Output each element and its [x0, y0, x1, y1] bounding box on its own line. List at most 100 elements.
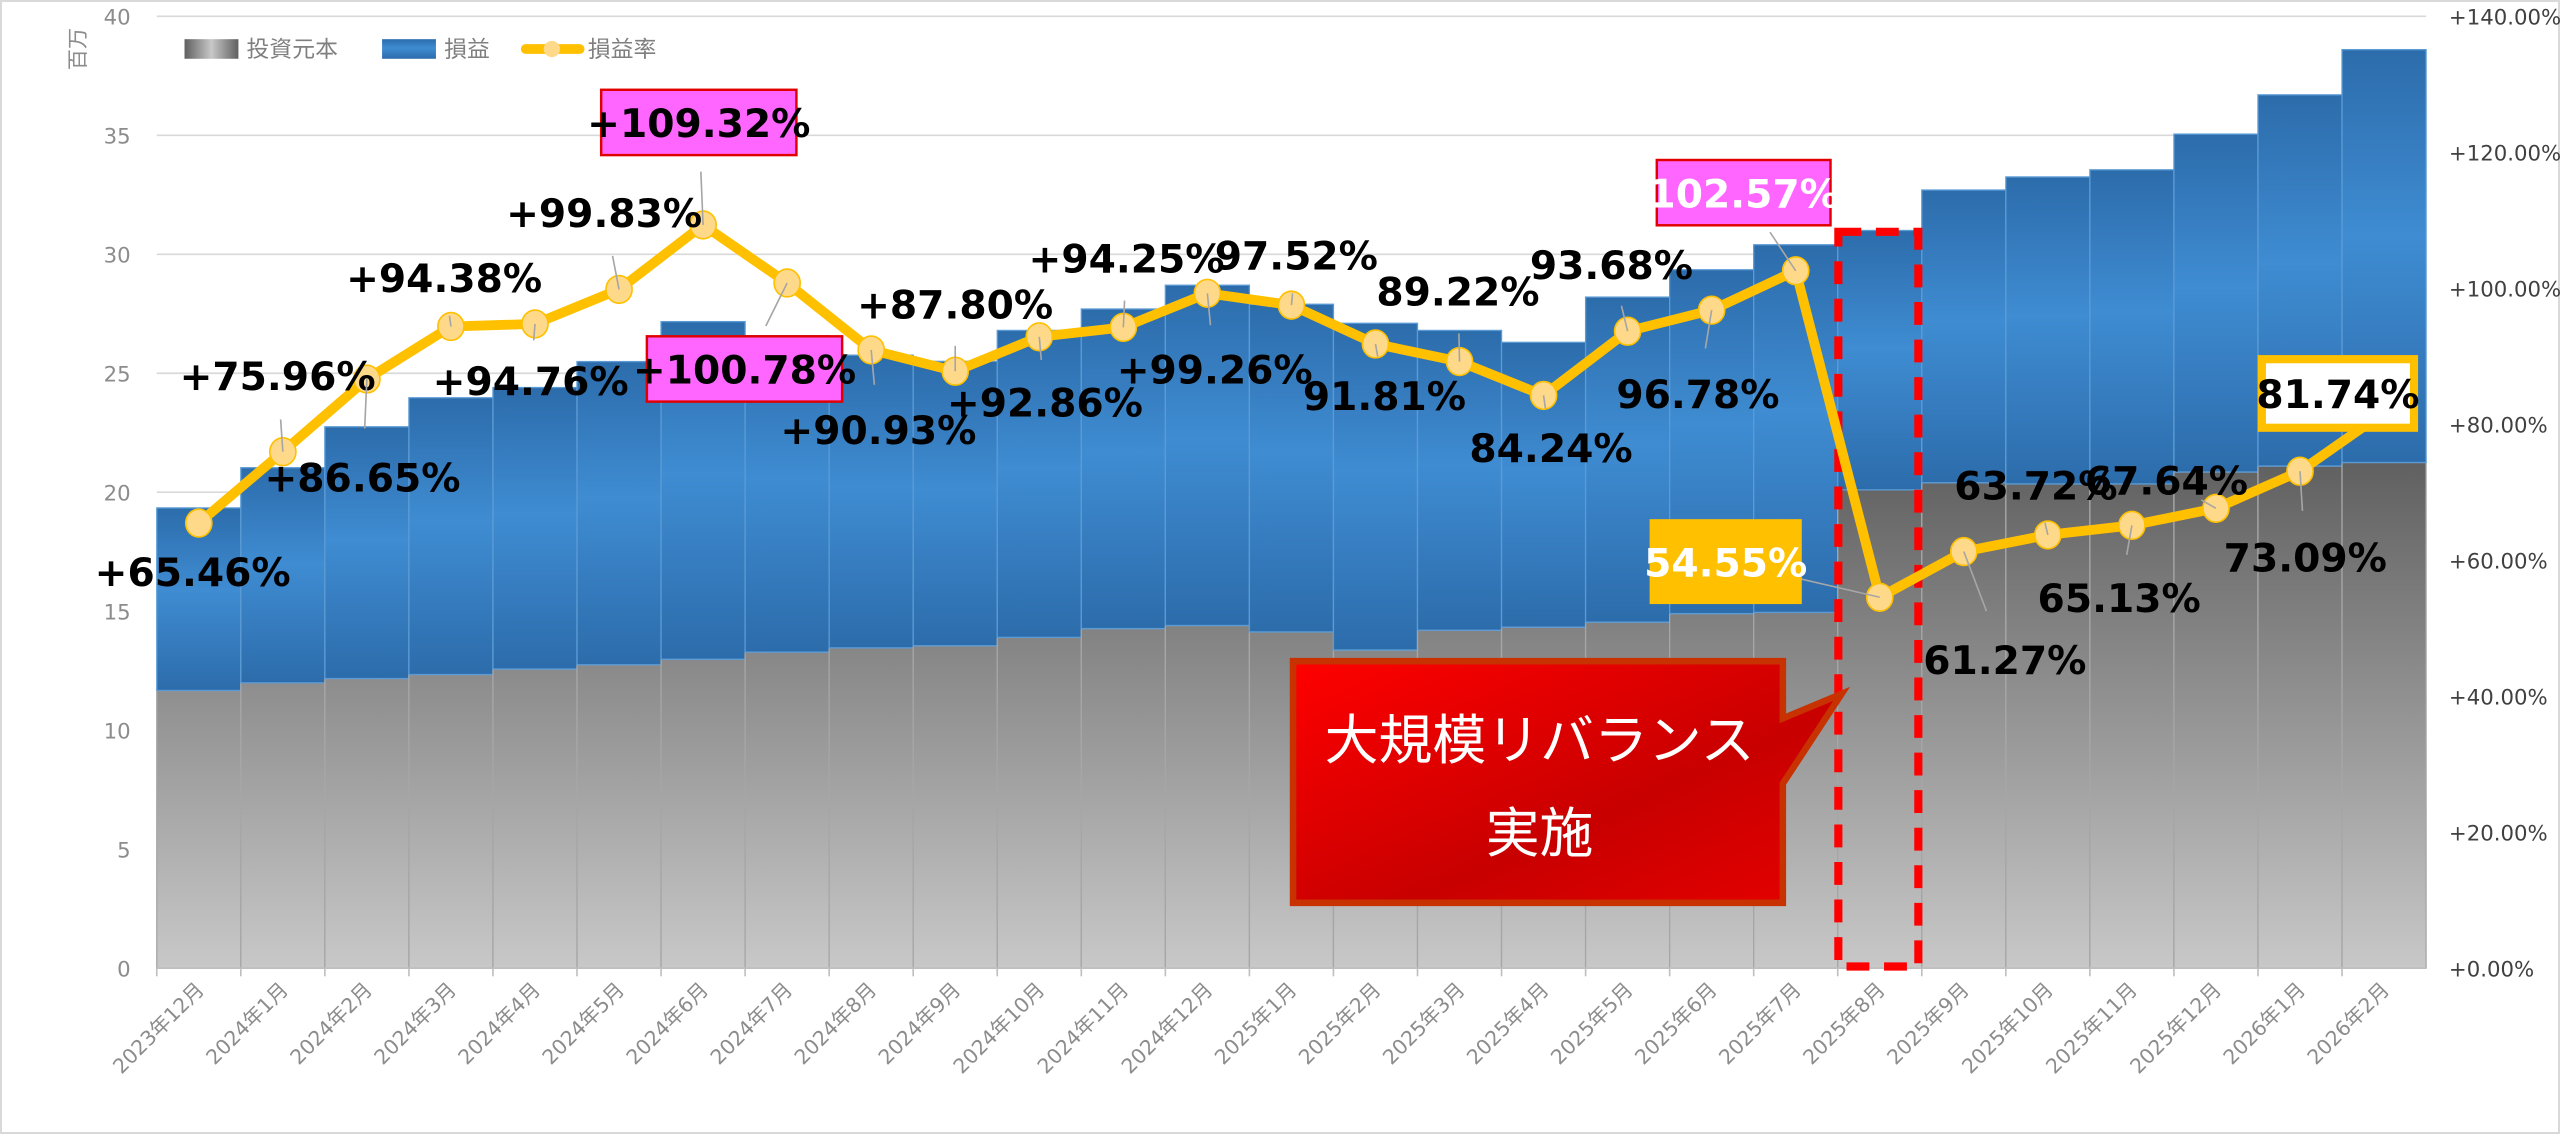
- leader-line: [1620, 305, 1629, 332]
- bar-profit: [1164, 284, 1251, 627]
- rate-marker: [773, 268, 802, 298]
- bars: [156, 48, 2427, 969]
- y2-tick-label: +60.00%: [2449, 549, 2548, 574]
- bar-profit: [492, 386, 578, 670]
- bar-principal: [2257, 465, 2343, 969]
- data-label: 93.68%: [1530, 244, 1693, 289]
- rate-marker: [1697, 295, 1726, 325]
- rate-marker: [605, 274, 633, 305]
- bar-profit: [324, 426, 410, 680]
- leader-line: [2299, 471, 2304, 511]
- legend-swatch-principal: [184, 39, 239, 59]
- rate-marker: [184, 508, 213, 538]
- x-tick-label: 2024年7月: [706, 978, 798, 1070]
- bar-principal: [408, 673, 494, 969]
- bar-principal: [2173, 471, 2259, 969]
- callout-line1: 大規模リバランス: [1325, 709, 1755, 772]
- x-tick-label: 2025年9月: [1882, 978, 1974, 1070]
- bar-profit: [408, 397, 494, 676]
- data-label: +92.86%: [947, 381, 1143, 426]
- bar-profit: [1080, 308, 1167, 630]
- x-tick-label: 2025年3月: [1378, 978, 1470, 1070]
- data-label: 65.13%: [2038, 577, 2201, 622]
- leader-line: [765, 282, 788, 327]
- y2-tick-label: +80.00%: [2449, 413, 2548, 438]
- bar-profit: [2005, 176, 2091, 485]
- leader-line: [1122, 300, 1126, 328]
- legend-label-rate: 損益率: [588, 37, 657, 63]
- rate-marker: [1529, 380, 1558, 411]
- bar-principal: [912, 645, 998, 969]
- data-label: 63.72%: [1954, 465, 2117, 510]
- rate-marker: [2033, 520, 2062, 550]
- x-tick-label: 2024年3月: [369, 978, 461, 1070]
- bar-profit: [2089, 169, 2175, 485]
- bar-profit: [1837, 229, 1923, 491]
- data-label: +87.80%: [857, 283, 1053, 328]
- data-label: 97.52%: [1215, 234, 1378, 279]
- bar-principal: [1080, 627, 1167, 969]
- y-tick-label: 0: [117, 957, 131, 982]
- bar-profit: [576, 360, 662, 666]
- data-label: 102.57%: [1648, 172, 1838, 217]
- rebalance-callout: 大規模リバランス 実施: [1289, 657, 1851, 907]
- x-tick-label: 2023年12月: [108, 978, 209, 1079]
- bar-principal: [576, 664, 662, 969]
- data-label: +90.93%: [780, 409, 976, 454]
- leader-line: [700, 171, 704, 225]
- bar-principal: [2005, 483, 2091, 969]
- bar-profit: [1416, 329, 1503, 631]
- data-label: +100.78%: [633, 349, 856, 394]
- bar-principal: [1837, 489, 1923, 969]
- bar-principal: [2089, 483, 2175, 969]
- data-label: +109.32%: [587, 102, 810, 147]
- y-tick-label: 10: [104, 719, 131, 744]
- leader-line: [532, 323, 536, 341]
- data-label: 91.81%: [1303, 375, 1466, 420]
- bar-principal: [324, 677, 410, 969]
- data-label-box: [1649, 519, 1802, 605]
- data-label-box: [599, 88, 798, 157]
- leader-line: [2200, 499, 2217, 509]
- y2-tick-label: +0.00%: [2449, 957, 2534, 982]
- leader-line: [2044, 522, 2049, 536]
- leader-line: [279, 419, 284, 452]
- y-tick-label: 5: [117, 838, 131, 863]
- bar-principal: [2341, 461, 2427, 969]
- bar-principal: [660, 658, 746, 969]
- y-tick-label: 40: [104, 5, 131, 30]
- bar-principal: [240, 682, 326, 969]
- leader-line: [611, 255, 620, 290]
- data-label: +94.76%: [433, 360, 629, 405]
- data-label: +99.26%: [1117, 349, 1313, 394]
- leader-line: [1769, 231, 1797, 272]
- legend-marker-rate: [543, 40, 561, 58]
- x-tick-label: 2025年4月: [1462, 978, 1554, 1070]
- legend-label-profit: 損益: [444, 37, 490, 63]
- y2-tick-label: +40.00%: [2449, 685, 2548, 710]
- data-label-box: [645, 335, 844, 403]
- rate-line: [184, 210, 2398, 612]
- x-tick-label: 2025年8月: [1798, 978, 1890, 1070]
- x-tick-label: 2024年2月: [285, 978, 377, 1070]
- x-axis: 2023年12月2024年1月2024年2月2024年3月2024年4月2024…: [108, 967, 2427, 1079]
- leader-line: [1704, 310, 1713, 349]
- x-tick-label: 2025年1月: [1210, 978, 1302, 1070]
- data-label: 84.24%: [1469, 427, 1632, 472]
- leader-line: [1206, 293, 1212, 326]
- x-tick-label: 2025年2月: [1294, 978, 1386, 1070]
- y2-tick-label: +140.00%: [2449, 5, 2560, 30]
- y-tick-label: 20: [104, 481, 131, 506]
- bar-principal: [1164, 624, 1251, 969]
- data-label: 67.64%: [2085, 460, 2248, 505]
- bar-profit: [1248, 303, 1335, 633]
- x-tick-label: 2024年5月: [537, 978, 629, 1070]
- leader-line: [1458, 333, 1461, 362]
- data-label-box: [1655, 158, 1832, 227]
- y-axis-right: +0.00% +20.00% +40.00% +60.00% +80.00% +100.0…: [2449, 5, 2560, 982]
- y-tick-label: 25: [104, 362, 131, 387]
- leader-line: [448, 315, 452, 327]
- bar-profit: [2173, 133, 2259, 473]
